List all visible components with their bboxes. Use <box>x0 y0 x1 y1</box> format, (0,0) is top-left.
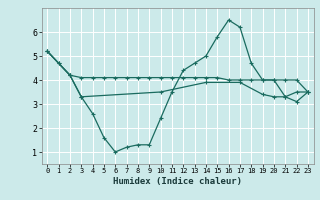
X-axis label: Humidex (Indice chaleur): Humidex (Indice chaleur) <box>113 177 242 186</box>
